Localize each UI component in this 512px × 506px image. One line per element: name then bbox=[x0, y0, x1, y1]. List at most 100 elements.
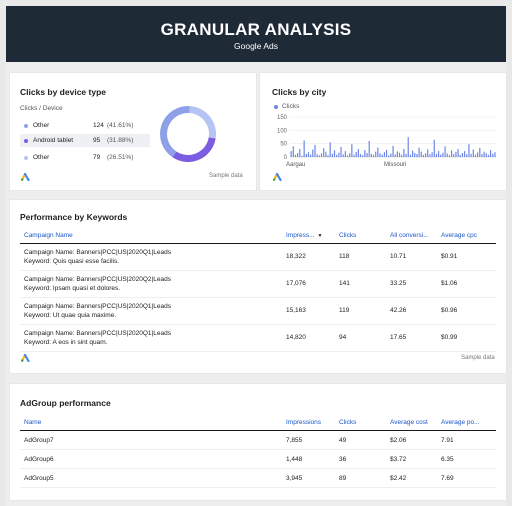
city-bar[interactable] bbox=[344, 151, 346, 157]
city-bar[interactable] bbox=[457, 149, 459, 157]
city-bar[interactable] bbox=[409, 154, 411, 157]
city-bar[interactable] bbox=[377, 147, 379, 157]
city-bar[interactable] bbox=[366, 153, 368, 157]
city-bar[interactable] bbox=[314, 145, 316, 157]
city-bar[interactable] bbox=[461, 153, 464, 157]
city-bar[interactable] bbox=[477, 152, 479, 157]
column-header-avg-cost[interactable]: Average cost bbox=[386, 415, 437, 431]
city-bar[interactable] bbox=[427, 149, 429, 157]
column-header-impressions[interactable]: Impress... ▼ bbox=[282, 228, 335, 244]
city-bar[interactable] bbox=[472, 149, 474, 157]
table-row[interactable]: AdGroup7 7,855 49 $2.06 7.91 bbox=[20, 430, 496, 450]
city-bar[interactable] bbox=[451, 150, 453, 157]
city-bar[interactable] bbox=[453, 154, 455, 157]
city-bar[interactable] bbox=[420, 151, 422, 157]
city-bar[interactable] bbox=[372, 154, 375, 157]
city-bar[interactable] bbox=[435, 153, 438, 157]
table-row[interactable]: Campaign Name: Banners|PCC|US|2020Q2|Lea… bbox=[20, 270, 496, 298]
city-bar[interactable] bbox=[316, 154, 318, 157]
device-legend-row[interactable]: Other 79 (26.51%) bbox=[20, 151, 150, 164]
city-bar[interactable] bbox=[401, 154, 403, 157]
city-bar[interactable] bbox=[485, 153, 487, 157]
city-bar[interactable] bbox=[325, 151, 327, 157]
city-bar[interactable] bbox=[383, 152, 385, 157]
table-row[interactable]: Campaign Name: Banners|PCC|US|2020Q1|Lea… bbox=[20, 324, 496, 352]
city-bar[interactable] bbox=[492, 153, 494, 157]
column-header-clicks[interactable]: Clicks bbox=[335, 415, 386, 431]
city-bar[interactable] bbox=[444, 146, 446, 157]
column-header-campaign[interactable]: Campaign Name bbox=[20, 228, 282, 244]
city-bar[interactable] bbox=[466, 154, 468, 157]
city-bar[interactable] bbox=[394, 154, 396, 157]
city-bar[interactable] bbox=[303, 140, 305, 157]
city-bar[interactable] bbox=[318, 155, 320, 157]
city-bar[interactable] bbox=[355, 151, 357, 157]
city-bar[interactable] bbox=[487, 154, 490, 157]
city-bar[interactable] bbox=[381, 154, 383, 157]
city-bar[interactable] bbox=[479, 147, 481, 157]
city-bar[interactable] bbox=[474, 154, 477, 157]
column-header-avg-cpc[interactable]: Average cpc bbox=[437, 228, 496, 244]
city-bar[interactable] bbox=[307, 152, 310, 157]
table-row[interactable]: Campaign Name: Banners|PCC|US|2020Q1|Lea… bbox=[20, 297, 496, 325]
donut-slice[interactable] bbox=[189, 106, 216, 139]
city-bar[interactable] bbox=[440, 154, 442, 157]
city-bar[interactable] bbox=[490, 150, 492, 157]
city-bar[interactable] bbox=[448, 155, 451, 157]
city-bar[interactable] bbox=[392, 145, 394, 157]
city-bar[interactable] bbox=[297, 153, 299, 157]
city-bar[interactable] bbox=[418, 147, 420, 157]
city-bar[interactable] bbox=[464, 151, 466, 157]
city-bar[interactable] bbox=[359, 154, 362, 157]
column-header-name[interactable]: Name bbox=[20, 415, 282, 431]
city-bar[interactable] bbox=[327, 155, 329, 157]
city-bar[interactable] bbox=[364, 150, 366, 157]
column-header-conversions[interactable]: All conversi... bbox=[386, 228, 437, 244]
city-bar[interactable] bbox=[424, 153, 427, 157]
city-bar[interactable] bbox=[437, 151, 440, 157]
city-bar[interactable] bbox=[342, 154, 344, 157]
city-bar[interactable] bbox=[340, 146, 342, 157]
city-bar[interactable] bbox=[329, 142, 331, 157]
city-bar[interactable] bbox=[494, 152, 496, 157]
column-header-clicks[interactable]: Clicks bbox=[335, 228, 386, 244]
city-bar[interactable] bbox=[429, 154, 431, 157]
city-bar[interactable] bbox=[336, 154, 338, 157]
city-bar[interactable] bbox=[312, 149, 314, 157]
city-bar[interactable] bbox=[349, 153, 351, 157]
device-legend-row[interactable]: Other 124 (41.61%) bbox=[20, 119, 150, 132]
city-bar[interactable] bbox=[370, 153, 372, 157]
city-bar[interactable] bbox=[375, 151, 377, 157]
city-bar[interactable] bbox=[292, 146, 294, 157]
city-bar[interactable] bbox=[357, 149, 359, 157]
city-bar[interactable] bbox=[333, 150, 336, 157]
city-bar[interactable] bbox=[294, 154, 297, 157]
city-bar[interactable] bbox=[470, 153, 472, 157]
city-bar[interactable] bbox=[346, 155, 349, 157]
city-bar[interactable] bbox=[351, 144, 353, 157]
city-bar[interactable] bbox=[442, 152, 444, 157]
city-bar[interactable] bbox=[414, 153, 416, 157]
city-bar[interactable] bbox=[481, 154, 483, 157]
city-bar[interactable] bbox=[433, 139, 435, 157]
city-bar-chart[interactable]: 0 50 100 150 Aargau Missouri bbox=[260, 113, 506, 169]
column-header-impressions[interactable]: Impressions bbox=[282, 415, 335, 431]
city-bar[interactable] bbox=[299, 149, 301, 157]
donut-slice[interactable] bbox=[172, 137, 216, 162]
city-bar[interactable] bbox=[416, 154, 418, 157]
sort-desc-icon[interactable]: ▼ bbox=[317, 233, 323, 239]
city-bar[interactable] bbox=[301, 155, 303, 157]
city-bar[interactable] bbox=[405, 153, 407, 157]
table-row[interactable]: Campaign Name: Banners|PCC|US|2020Q1|Lea… bbox=[20, 243, 496, 271]
city-bar[interactable] bbox=[323, 148, 325, 157]
city-bar[interactable] bbox=[353, 154, 355, 157]
city-bar[interactable] bbox=[411, 150, 414, 157]
city-bar[interactable] bbox=[310, 154, 312, 157]
table-row[interactable]: AdGroup6 1,448 36 $3.72 6.35 bbox=[20, 449, 496, 469]
column-header-avg-position[interactable]: Average po... bbox=[437, 415, 496, 431]
donut-slice[interactable] bbox=[160, 106, 190, 158]
city-bar[interactable] bbox=[290, 151, 292, 157]
city-bar[interactable] bbox=[388, 155, 390, 157]
city-bar[interactable] bbox=[390, 153, 392, 157]
city-bar[interactable] bbox=[379, 153, 381, 157]
